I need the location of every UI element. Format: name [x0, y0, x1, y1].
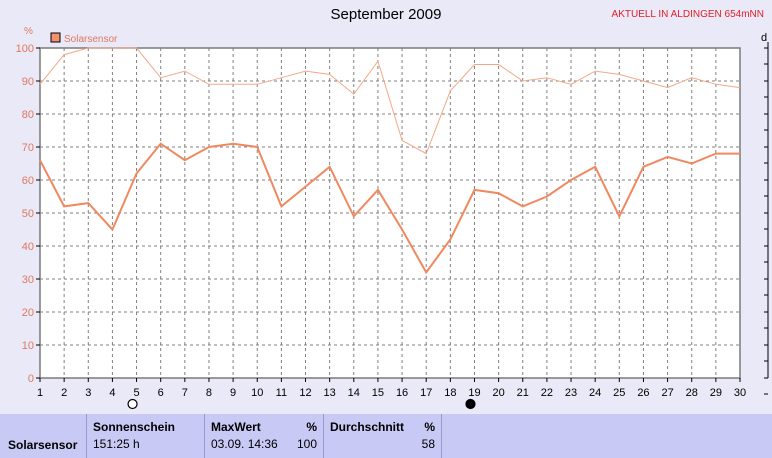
x-tick-label: 23 [565, 387, 577, 399]
x-tick-label: 14 [348, 387, 360, 399]
x-tick-label: 17 [420, 387, 432, 399]
page-title: September 2009 [330, 6, 442, 23]
y-tick-label: 0 [28, 373, 34, 385]
summary-table: Solarsensor Sonnenschein 151:25 h MaxWer… [0, 414, 772, 458]
x-tick-label: 26 [637, 387, 649, 399]
full-moon-icon [127, 398, 138, 410]
maxwert-header: MaxWert [211, 420, 261, 434]
x-tick-label: 15 [372, 387, 384, 399]
y-tick-label: 60 [22, 175, 34, 187]
y-tick-label: 90 [22, 76, 34, 88]
x-tick-label: 11 [276, 387, 287, 399]
y-tick-label: 50 [22, 208, 34, 220]
legend-label: Solarsensor [64, 34, 118, 45]
y-tick-label: 70 [22, 142, 34, 154]
x-tick-label: 4 [109, 387, 115, 399]
maxwert-unit: % [306, 420, 317, 434]
x-tick-label: 27 [661, 387, 673, 399]
x-tick-label: 5 [133, 387, 139, 399]
y-axis-unit: % [24, 26, 33, 37]
y-tick-label: 30 [22, 274, 34, 286]
maxwert-date: 03.09. 14:36 [211, 437, 278, 451]
x-tick-label: 22 [541, 387, 553, 399]
x-tick-label: 16 [396, 387, 408, 399]
x-tick-label: 6 [158, 387, 164, 399]
legend-swatch [50, 32, 61, 43]
right-edge-label: d [761, 32, 768, 44]
sonnenschein-cell: Sonnenschein 151:25 h [87, 414, 205, 458]
maxwert-value: 100 [296, 437, 317, 451]
x-tick-label: 18 [444, 387, 456, 399]
row-label-cell: Solarsensor [0, 414, 87, 458]
x-tick-label: 21 [517, 387, 529, 399]
location-badge: AKTUELL IN ALDINGEN 654mNN [611, 9, 764, 20]
x-tick-label: 3 [85, 387, 91, 399]
y-tick-label: 100 [16, 43, 34, 55]
x-tick-label: 25 [613, 387, 625, 399]
maxwert-cell: MaxWert % 03.09. 14:36 100 [205, 414, 324, 458]
y-tick-label: 10 [22, 340, 34, 352]
y-tick-label: 20 [22, 307, 34, 319]
sonnenschein-header: Sonnenschein [93, 420, 176, 434]
x-tick-label: 24 [589, 387, 601, 399]
series-line [39, 47, 741, 155]
x-tick-label: 19 [468, 387, 480, 399]
durchschnitt-cell: Durchschnitt % 58 [324, 414, 442, 458]
x-tick-label: 12 [299, 387, 311, 399]
x-tick-label: 1 [37, 387, 43, 399]
sonnenschein-value: 151:25 h [93, 437, 140, 451]
durchschnitt-header: Durchschnitt [330, 420, 405, 434]
x-tick-label: 7 [182, 387, 188, 399]
x-tick-label: 9 [230, 387, 236, 399]
row-label: Solarsensor [8, 438, 78, 452]
durchschnitt-value: 58 [421, 437, 435, 451]
x-tick-label: 8 [206, 387, 212, 399]
y-tick-label: 80 [22, 109, 34, 121]
x-tick-label: 20 [492, 387, 504, 399]
durchschnitt-unit: % [424, 420, 435, 434]
series-line [39, 142, 740, 275]
y-tick-label: 40 [22, 241, 34, 253]
x-tick-label: 13 [324, 387, 336, 399]
x-tick-label: 10 [251, 387, 263, 399]
new-moon-icon [465, 398, 476, 410]
x-tick-label: 30 [734, 387, 746, 399]
x-tick-label: 28 [686, 387, 698, 399]
x-tick-label: 2 [61, 387, 67, 399]
x-tick-label: 29 [710, 387, 722, 399]
